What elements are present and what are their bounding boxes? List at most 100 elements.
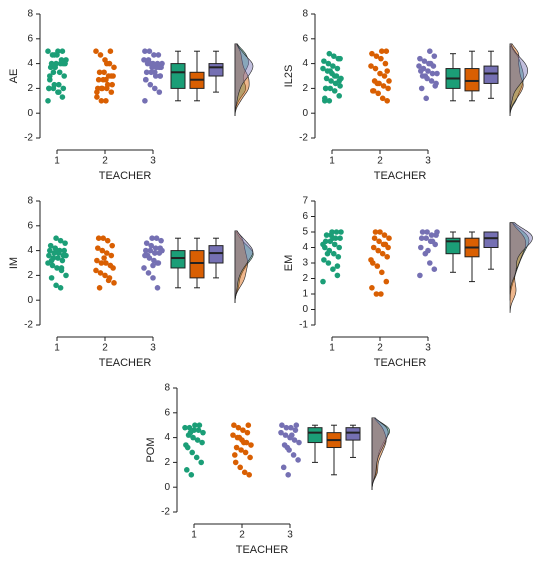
- data-point: [188, 472, 195, 478]
- data-point: [95, 235, 102, 241]
- data-point: [330, 235, 336, 241]
- data-point: [156, 89, 163, 95]
- data-point: [331, 53, 337, 59]
- data-point: [325, 60, 332, 67]
- y-tick-label: 0: [27, 295, 33, 306]
- data-point: [151, 52, 157, 58]
- data-point: [184, 467, 190, 473]
- density: [234, 230, 254, 303]
- data-point: [47, 247, 53, 254]
- data-point: [331, 241, 338, 248]
- data-point: [55, 255, 61, 261]
- density: [234, 43, 250, 116]
- data-point: [370, 88, 376, 94]
- data-point: [247, 454, 253, 461]
- data-point: [429, 238, 436, 245]
- y-tick-label: 2: [302, 273, 308, 284]
- y-tick-label: 7: [302, 196, 308, 207]
- data-point: [103, 260, 109, 266]
- data-point: [111, 64, 117, 71]
- data-point: [245, 422, 252, 429]
- data-point: [192, 422, 198, 429]
- data-point: [418, 235, 425, 241]
- data-point: [103, 98, 109, 104]
- data-point: [103, 76, 109, 83]
- data-point: [371, 235, 378, 241]
- y-tick-label: 0: [164, 482, 170, 493]
- x-tick-label: 3: [425, 343, 431, 354]
- data-point: [434, 229, 440, 235]
- data-point: [337, 235, 343, 241]
- y-axis-label: IL2S: [283, 65, 295, 88]
- data-point: [278, 429, 284, 436]
- data-point: [107, 48, 114, 54]
- box: [483, 65, 499, 84]
- data-point: [237, 464, 243, 471]
- data-point: [320, 278, 326, 285]
- data-point: [54, 265, 60, 271]
- y-tick-label: 0: [27, 108, 33, 119]
- density: [509, 222, 533, 295]
- data-point: [152, 69, 158, 76]
- x-tick-label: 1: [329, 343, 335, 354]
- data-point: [377, 229, 383, 235]
- data-point: [53, 282, 59, 289]
- data-point: [336, 244, 343, 251]
- data-point: [240, 427, 246, 433]
- data-point: [379, 269, 385, 276]
- data-point: [296, 439, 302, 446]
- data-point: [320, 241, 326, 248]
- data-point: [147, 247, 154, 254]
- data-point: [108, 89, 115, 95]
- data-point: [369, 285, 375, 291]
- data-point: [330, 266, 336, 273]
- data-point: [61, 73, 67, 79]
- density: [234, 230, 254, 303]
- data-point: [158, 237, 164, 244]
- data-point: [370, 244, 377, 251]
- data-point: [51, 52, 58, 58]
- data-point: [417, 272, 423, 279]
- data-point: [244, 429, 251, 436]
- data-point: [336, 93, 343, 99]
- data-point: [246, 472, 252, 478]
- data-point: [378, 55, 384, 62]
- data-point: [59, 48, 66, 54]
- data-point: [98, 85, 105, 92]
- data-point: [241, 469, 248, 476]
- data-point: [431, 266, 438, 273]
- data-point: [336, 78, 343, 84]
- data-point: [93, 48, 99, 54]
- data-point: [57, 237, 64, 244]
- data-point: [330, 63, 336, 69]
- data-point: [143, 240, 150, 246]
- x-tick-label: 2: [102, 343, 108, 354]
- data-point: [425, 247, 431, 254]
- data-point: [376, 238, 382, 245]
- x-tick-label: 1: [54, 156, 60, 167]
- data-point: [149, 235, 155, 241]
- y-tick-label: -2: [24, 320, 33, 331]
- data-point: [45, 98, 51, 104]
- data-point: [182, 424, 188, 431]
- data-point: [47, 73, 53, 79]
- y-tick-label: 6: [302, 211, 308, 222]
- data-point: [331, 88, 338, 94]
- data-point: [416, 63, 422, 69]
- data-point: [373, 53, 380, 59]
- data-point: [96, 69, 103, 76]
- density: [509, 43, 528, 114]
- data-point: [58, 265, 65, 271]
- x-tick-label: 2: [102, 156, 108, 167]
- data-point: [141, 57, 147, 63]
- data-point: [422, 73, 429, 79]
- data-point: [94, 257, 100, 264]
- data-point: [369, 50, 375, 57]
- data-point: [383, 48, 390, 54]
- data-point: [382, 241, 389, 248]
- data-point: [94, 89, 100, 95]
- y-tick-label: 4: [302, 58, 308, 69]
- data-point: [241, 439, 247, 446]
- data-point: [280, 464, 287, 471]
- data-point: [154, 260, 161, 266]
